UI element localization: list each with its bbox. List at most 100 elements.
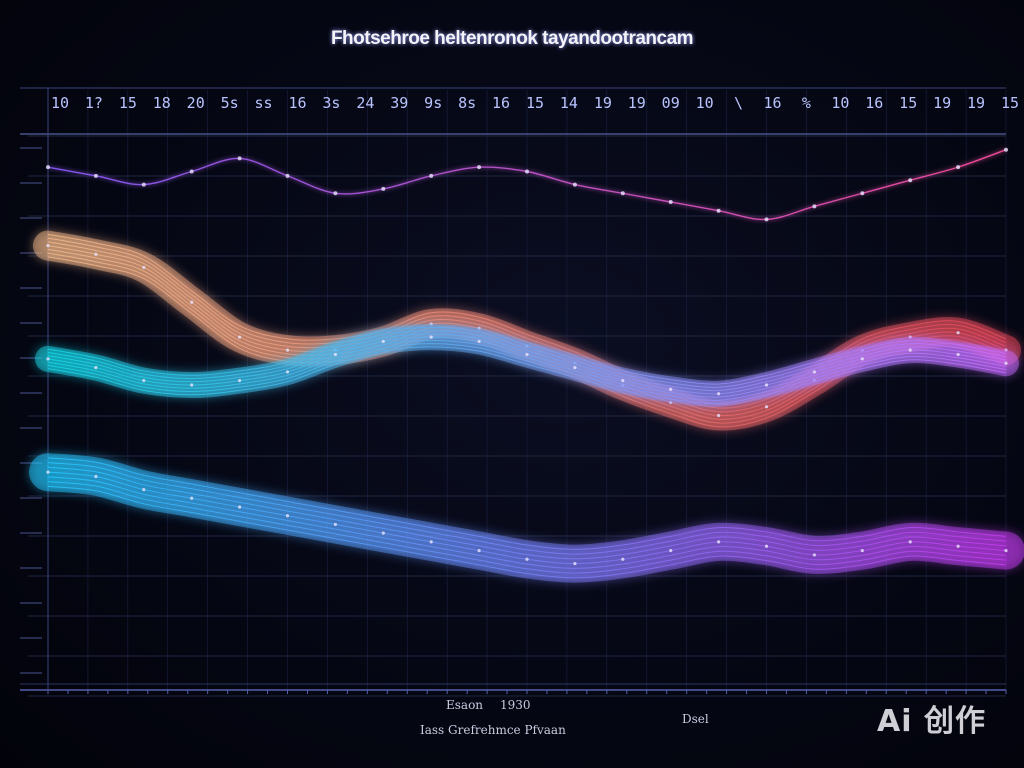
data-point [908, 178, 913, 183]
data-point [717, 392, 721, 396]
data-point [717, 540, 721, 544]
plot-frame [20, 87, 1007, 694]
data-point [477, 165, 482, 170]
top-tick-label: 15 [526, 94, 544, 112]
series-strand [47, 481, 1007, 574]
top-tick-label: % [802, 94, 811, 112]
tick-labels: 10 1? 15 18 20 5s ss 16 3s 24 39 9s 8s 16 15 14 19 19 09 10… [51, 94, 1019, 112]
series-1 [35, 324, 1019, 407]
top-tick-label: 18 [153, 94, 171, 112]
data-point [333, 352, 337, 357]
data-point [381, 186, 386, 191]
data-point [621, 379, 625, 383]
data-point [94, 365, 98, 370]
top-tick-label: 19 [933, 94, 951, 112]
top-tick-label: 15 [119, 94, 137, 112]
top-tick-label: 24 [356, 94, 374, 112]
data-point [956, 352, 960, 357]
data-point [285, 370, 290, 374]
series-strand [47, 343, 1007, 401]
data-point [525, 169, 529, 174]
data-point [908, 348, 912, 352]
top-tick-label: 10 [831, 94, 849, 112]
data-point [1004, 147, 1008, 152]
data-point [46, 243, 50, 248]
top-tick-label: 19 [594, 94, 612, 112]
data-point [716, 208, 721, 213]
data-point [572, 182, 577, 187]
series-strand [47, 339, 1007, 398]
data-point [573, 365, 577, 370]
series-strand [47, 462, 1007, 555]
series-2 [29, 453, 1024, 583]
data-point [908, 540, 912, 544]
series-strand [47, 346, 1007, 405]
series-strand [47, 333, 1007, 392]
data-point [573, 562, 577, 566]
data-point [668, 200, 673, 204]
top-tick-label: 10 [696, 94, 714, 112]
data-point [238, 335, 242, 339]
data-point [764, 405, 769, 409]
data-point [1004, 548, 1008, 553]
data-point [190, 496, 194, 500]
data-point [669, 387, 673, 391]
top-tick-label: 09 [662, 94, 680, 112]
top-tick-label: 15 [899, 94, 917, 112]
data-point [525, 557, 529, 561]
data-point [238, 379, 242, 383]
series-strand [47, 330, 1007, 388]
top-tick-label: 1? [85, 94, 103, 112]
top-tick-label: 14 [560, 94, 578, 112]
data-point [1004, 361, 1008, 365]
data-point [333, 522, 337, 527]
data-point [429, 335, 433, 339]
data-point [333, 191, 338, 196]
data-point [189, 169, 194, 174]
data-point [381, 339, 385, 344]
data-point [381, 531, 385, 535]
data-point [190, 383, 194, 387]
top-tick-label: 8s [458, 94, 476, 112]
footer-label-1: Esaon [446, 698, 484, 712]
data-point [429, 540, 433, 544]
data-point [46, 470, 50, 474]
data-point [237, 156, 242, 161]
chart-title: Fhotsehroe heltenronok tayandootrancam [330, 28, 694, 49]
data-point [620, 191, 625, 196]
footer-label-2: 1930 [500, 698, 531, 712]
data-point [812, 204, 817, 209]
data-point [46, 357, 50, 361]
data-point [285, 348, 290, 352]
top-tick-label: \ [734, 94, 743, 112]
watermark-logo: Ai 创作 [877, 704, 986, 739]
top-tick-label: ss [255, 94, 273, 112]
top-tick-label: 16 [288, 94, 306, 112]
top-tick-label: 10 [51, 94, 69, 112]
data-point [93, 173, 98, 178]
series-strand [47, 485, 1007, 579]
series-strand [47, 457, 1007, 550]
top-tick-label: 15 [1001, 94, 1019, 112]
data-point [956, 331, 960, 335]
series-strand [47, 326, 1007, 385]
data-point [94, 252, 98, 256]
data-point [477, 339, 481, 344]
data-point [285, 514, 290, 518]
top-tick-label: 16 [492, 94, 510, 112]
top-tick-label: 39 [390, 94, 408, 112]
top-tick-label: 20 [187, 94, 205, 112]
series-strand [47, 233, 1007, 405]
top-tick-label: 5s [221, 94, 239, 112]
data-point [764, 544, 769, 548]
top-tick-label: 16 [865, 94, 883, 112]
data-point [860, 548, 864, 553]
data-point [956, 165, 961, 170]
top-tick-label: 19 [967, 94, 985, 112]
data-point [860, 357, 864, 361]
series-strand [47, 476, 1007, 569]
data-point [812, 553, 817, 557]
data-point [142, 379, 146, 383]
data-point [669, 548, 673, 553]
